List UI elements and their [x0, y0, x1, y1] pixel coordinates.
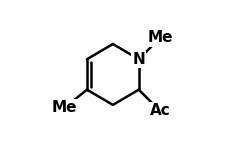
Text: Me: Me — [147, 30, 173, 45]
Text: Me: Me — [51, 100, 77, 115]
Text: Ac: Ac — [150, 104, 170, 118]
Text: N: N — [132, 52, 145, 67]
